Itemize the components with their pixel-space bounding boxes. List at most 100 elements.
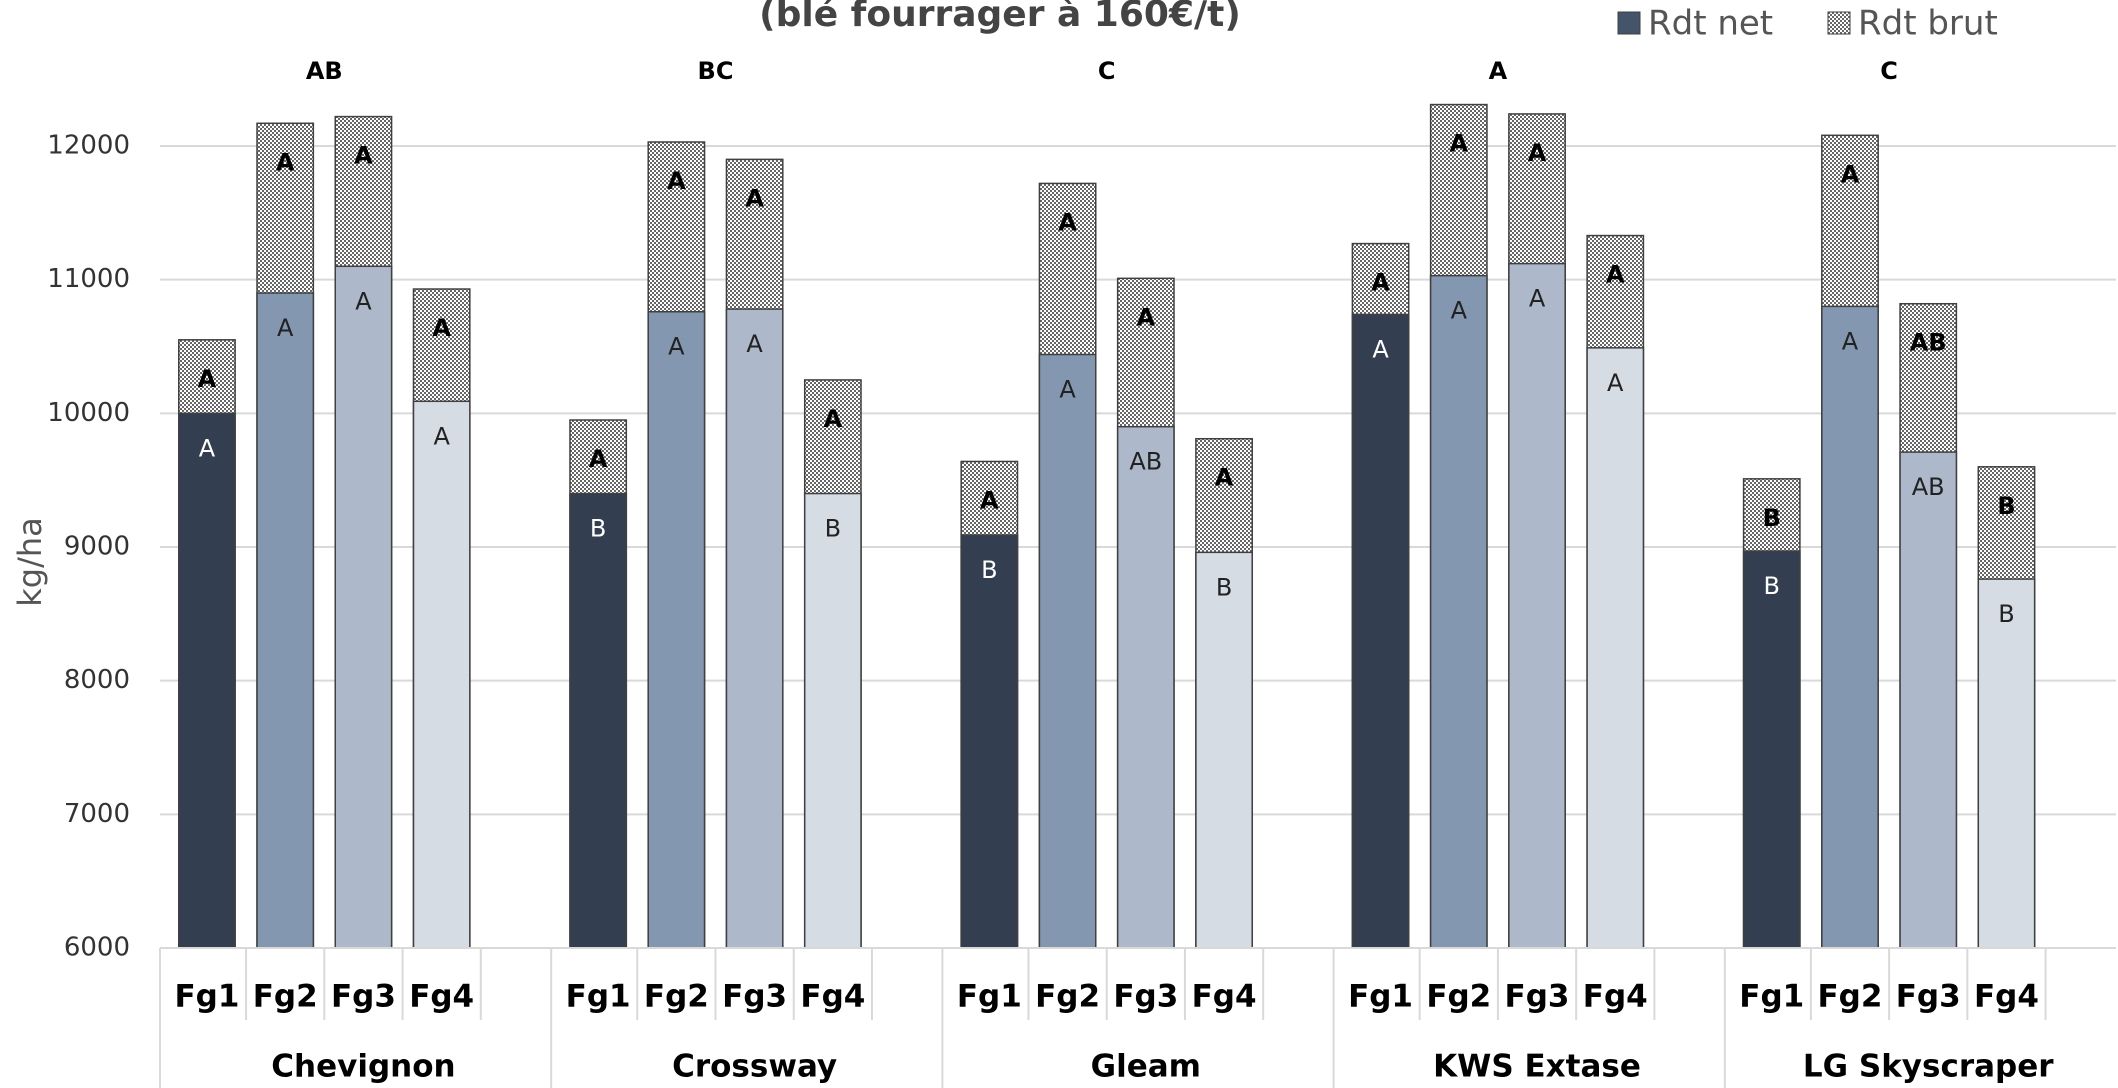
bar-net	[1742, 550, 1801, 949]
legend-swatch	[1827, 11, 1851, 35]
net-label: B	[981, 556, 997, 584]
group-label: LG Skyscraper	[1803, 1049, 2054, 1085]
x-tick-label: Fg4	[1583, 979, 1648, 1015]
y-axis-label: kg/ha	[11, 517, 49, 607]
y-tick-label: 12000	[47, 131, 130, 161]
brut-label: A	[354, 142, 373, 170]
brut-label: B	[1997, 492, 2015, 520]
y-tick-label: 9000	[64, 532, 130, 562]
brut-label: A	[1841, 160, 1860, 188]
x-tick-label: Fg4	[800, 979, 865, 1015]
bar-net	[1977, 578, 2036, 949]
brut-label: A	[1528, 139, 1547, 167]
brut-label: A	[667, 167, 686, 195]
net-label: B	[1216, 573, 1232, 601]
x-tick-label: Fg2	[1818, 979, 1883, 1015]
brut-label: A	[589, 445, 608, 473]
group-letter: C	[1880, 57, 1898, 85]
net-label: A	[1059, 376, 1076, 404]
bar-net	[1508, 262, 1566, 949]
x-tick-label: Fg4	[1192, 979, 1257, 1015]
bar-net	[178, 412, 236, 949]
x-tick-label: Fg1	[957, 979, 1022, 1015]
x-tick-label: Fg3	[722, 979, 787, 1015]
bar-net	[569, 492, 628, 949]
brut-label: A	[1137, 303, 1156, 331]
bar-net	[412, 400, 471, 949]
x-tick-label: Fg3	[1113, 979, 1178, 1015]
x-tick-label: Fg2	[644, 979, 709, 1015]
chart-title: (blé fourrager à 160€/t)	[759, 0, 1241, 35]
net-label: A	[668, 333, 685, 361]
brut-label: A	[432, 314, 451, 342]
group-letter: BC	[698, 57, 734, 85]
brut-label: A	[980, 486, 999, 514]
bar-net	[725, 308, 784, 949]
net-label: A	[746, 330, 763, 358]
group-label: Chevignon	[271, 1049, 455, 1085]
x-tick-label: Fg1	[1739, 979, 1804, 1015]
bar-net	[1116, 425, 1175, 949]
brut-label: A	[1449, 130, 1468, 158]
brut-label: A	[1058, 208, 1077, 236]
y-tick-label: 11000	[47, 264, 130, 294]
y-tick-label: 6000	[64, 933, 130, 963]
x-tick-label: Fg2	[1426, 979, 1491, 1015]
legend-label: Rdt brut	[1858, 4, 1998, 44]
x-tick-label: Fg3	[1505, 979, 1570, 1015]
brut-label: A	[824, 405, 843, 433]
brut-label: A	[198, 365, 217, 393]
brut-label: B	[1763, 504, 1781, 532]
brut-label: A	[745, 184, 764, 212]
brut-label: A	[1606, 261, 1625, 289]
net-label: A	[277, 314, 294, 342]
brut-label: AB	[1910, 329, 1947, 357]
bar-net	[647, 310, 706, 949]
group-letter: AB	[306, 57, 343, 85]
group-letter: C	[1098, 57, 1116, 85]
legend-label: Rdt net	[1648, 4, 1773, 44]
group-label: Gleam	[1091, 1049, 1201, 1085]
bar-net	[256, 292, 315, 949]
bar-net	[1821, 305, 1879, 949]
net-label: B	[590, 515, 606, 543]
bar-net	[803, 492, 862, 949]
bar-net	[334, 265, 393, 949]
x-tick-label: Fg3	[1896, 979, 1961, 1015]
x-tick-label: Fg4	[409, 979, 474, 1015]
net-label: A	[1607, 369, 1624, 397]
x-tick-label: Fg2	[1035, 979, 1100, 1015]
bar-net	[960, 534, 1019, 949]
bar-net	[1586, 347, 1645, 949]
net-label: B	[825, 515, 841, 543]
net-label: A	[1529, 285, 1546, 313]
y-tick-label: 7000	[64, 799, 130, 829]
bar-net	[1195, 551, 1253, 949]
net-label: B	[1998, 600, 2014, 628]
x-tick-label: Fg3	[331, 979, 396, 1015]
net-label: A	[1372, 335, 1389, 363]
group-letter: A	[1489, 57, 1508, 85]
net-label: A	[199, 434, 216, 462]
x-tick-label: Fg1	[1348, 979, 1413, 1015]
net-label: A	[433, 422, 450, 450]
y-tick-label: 10000	[47, 398, 130, 428]
net-label: AB	[1912, 473, 1945, 501]
y-tick-label: 8000	[64, 665, 130, 695]
legend-swatch	[1617, 11, 1641, 35]
net-label: AB	[1129, 448, 1162, 476]
bar-net	[1038, 353, 1097, 949]
x-tick-label: Fg2	[253, 979, 318, 1015]
net-label: B	[1764, 572, 1780, 600]
net-label: A	[1451, 297, 1468, 325]
x-tick-label: Fg4	[1974, 979, 2039, 1015]
bar-net	[1429, 274, 1488, 949]
brut-label: A	[1215, 464, 1234, 492]
group-label: KWS Extase	[1433, 1049, 1641, 1085]
bar-net	[1351, 313, 1410, 949]
net-label: A	[1842, 327, 1859, 355]
x-tick-label: Fg1	[174, 979, 239, 1015]
net-label: A	[355, 287, 372, 315]
brut-label: A	[1371, 269, 1390, 297]
